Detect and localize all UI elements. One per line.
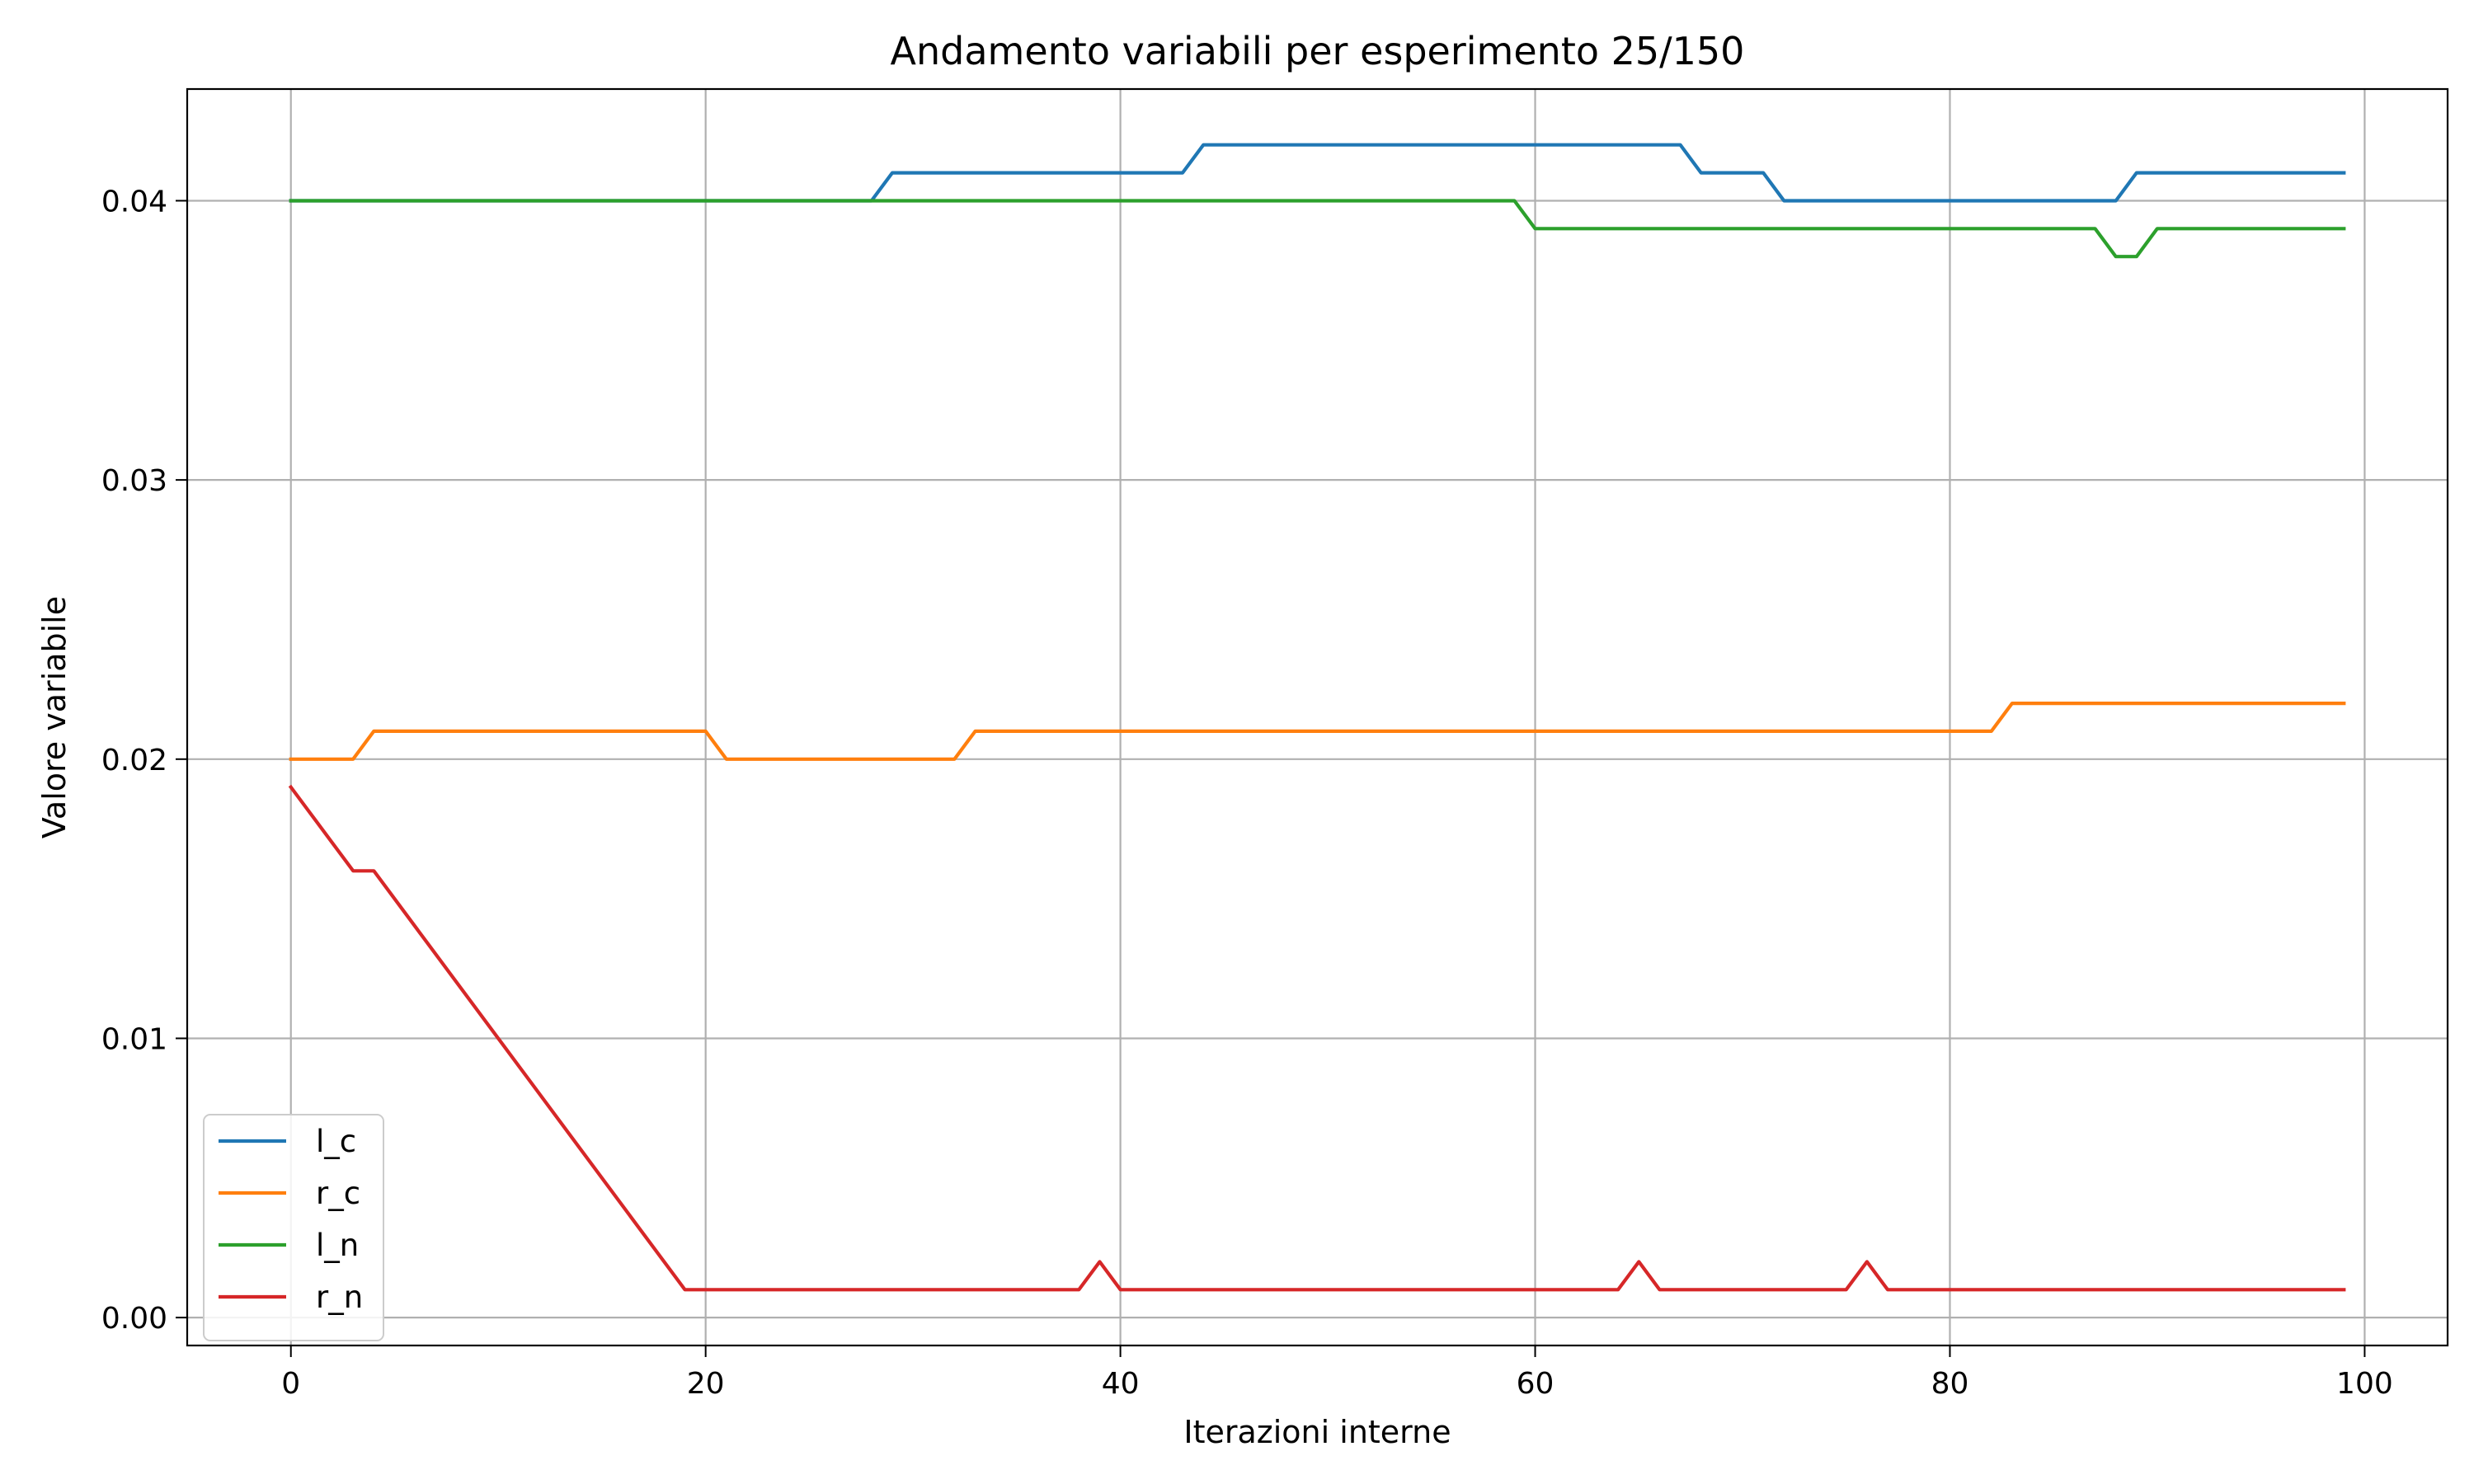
legend: l_c r_c l_n r_n [203,1114,384,1341]
y-tick-label: 0.01 [101,1022,167,1056]
x-tick-label: 0 [281,1367,300,1401]
x-tick-label: 100 [2336,1367,2393,1401]
legend-label: l_c [316,1124,356,1159]
x-tick-label: 60 [1517,1367,1554,1401]
x-axis-label: Iterazioni interne [1183,1414,1451,1450]
series-line-r-c [289,701,2346,761]
legend-label: r_c [316,1176,360,1211]
x-tick-label: 80 [1931,1367,1969,1401]
series-line-l-c [289,143,2346,203]
legend-label: l_n [316,1228,359,1263]
y-tick-label: 0.04 [101,185,167,218]
series-line-l-n [289,199,2346,259]
x-tick-label: 40 [1102,1367,1140,1401]
axis-ticks: 0 20 40 60 80 100 0.00 0.01 0.02 0.03 0.04 [101,185,2393,1401]
series-line-r-n [288,784,2346,1292]
chart-title: Andamento variabili per esperimento 25/1… [891,29,1745,73]
y-tick-label: 0.00 [101,1302,167,1336]
legend-label: r_n [316,1280,363,1315]
legend-box [203,1114,384,1341]
x-tick-label: 20 [687,1367,725,1401]
y-tick-label: 0.03 [101,464,167,498]
series-lines [288,143,2346,1292]
y-tick-label: 0.02 [101,744,167,777]
y-axis-label: Valore variabile [36,596,73,838]
plot-frame [186,87,2449,1347]
